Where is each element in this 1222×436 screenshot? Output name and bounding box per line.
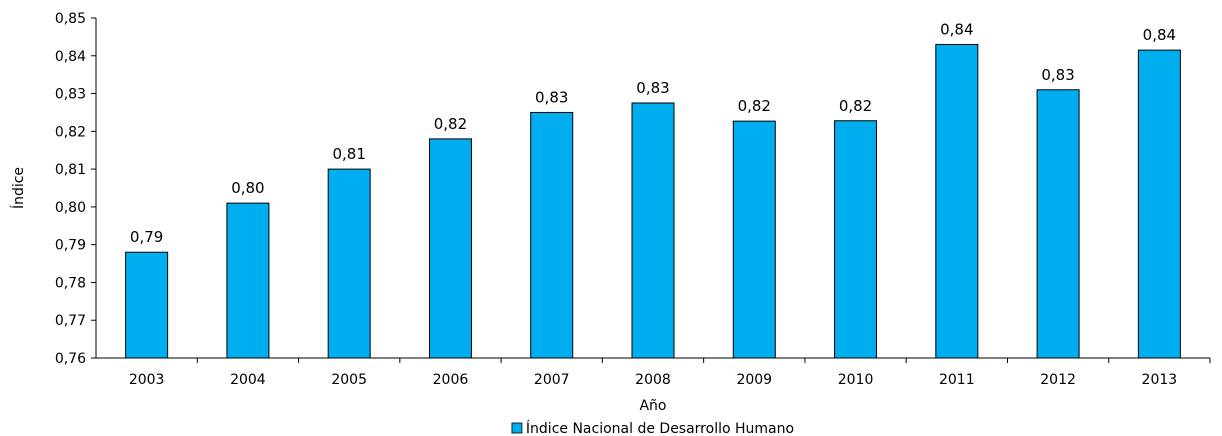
data-label-2011: 0,84: [940, 20, 973, 38]
data-label-2008: 0,83: [636, 79, 669, 97]
y-tick-label: 0,82: [55, 124, 86, 140]
data-labels-group: 0,79 0,80 0,81 0,82 0,83 0,83 0,82 0,82 0,84 0,83…: [130, 20, 1176, 246]
x-tick-label-2007: 2007: [534, 372, 570, 388]
x-tick-label-2003: 2003: [129, 372, 165, 388]
data-label-2006: 0,82: [434, 115, 467, 133]
data-label-2012: 0,83: [1041, 66, 1074, 84]
data-label-2005: 0,81: [332, 145, 365, 163]
y-tick-label: 0,85: [55, 11, 86, 27]
bar-2012: [1036, 89, 1080, 359]
data-label-2004: 0,80: [231, 179, 264, 197]
y-tick-label: 0,84: [55, 49, 86, 65]
x-tick-label-2013: 2013: [1142, 372, 1178, 388]
y-tick-label: 0,79: [55, 238, 86, 254]
x-tick-label-2011: 2011: [939, 372, 975, 388]
y-tick-label: 0,81: [55, 162, 86, 178]
bar-2008: [631, 102, 675, 359]
x-tick-label-2005: 2005: [331, 372, 367, 388]
y-tick-label: 0,78: [55, 275, 86, 291]
y-axis-title: Índice: [10, 167, 27, 209]
y-tick-label: 0,83: [55, 87, 86, 103]
legend-label: Índice Nacional de Desarrollo Humano: [526, 420, 794, 436]
data-label-2007: 0,83: [535, 88, 568, 106]
x-tick-label-2008: 2008: [635, 372, 671, 388]
bar-2003: [125, 251, 169, 359]
bar-2013: [1137, 49, 1181, 359]
data-label-2003: 0,79: [130, 228, 163, 246]
legend: Índice Nacional de Desarrollo Humano: [511, 420, 794, 436]
x-tick-label-2004: 2004: [230, 372, 266, 388]
bar-2010: [834, 120, 878, 359]
x-tick-label-2006: 2006: [433, 372, 469, 388]
bar-2005: [327, 168, 371, 359]
x-tick-label-2009: 2009: [736, 372, 772, 388]
x-axis-ticks: 2003 2004 2005 2006 2007 2008 2009 2010 2011 2012…: [129, 358, 1211, 388]
bar-2009: [732, 120, 776, 359]
bar-2007: [530, 111, 574, 359]
bar-2006: [428, 138, 472, 359]
data-label-2010: 0,82: [839, 97, 872, 115]
y-tick-label: 0,80: [55, 200, 86, 216]
y-tick-label: 0,76: [55, 351, 86, 367]
x-tick-label-2010: 2010: [838, 372, 874, 388]
x-tick-label-2012: 2012: [1040, 372, 1076, 388]
x-axis-title: Año: [639, 398, 666, 414]
data-label-2013: 0,84: [1143, 26, 1176, 44]
y-axis-ticks: 0,76 0,77 0,78 0,79 0,80 0,81 0,82 0,83 0,84 0,85: [55, 11, 96, 367]
y-tick-label: 0,77: [55, 313, 86, 329]
legend-swatch: [511, 422, 523, 434]
bar-2004: [226, 202, 270, 359]
bar-2011: [935, 43, 979, 359]
data-label-2009: 0,82: [738, 97, 771, 115]
